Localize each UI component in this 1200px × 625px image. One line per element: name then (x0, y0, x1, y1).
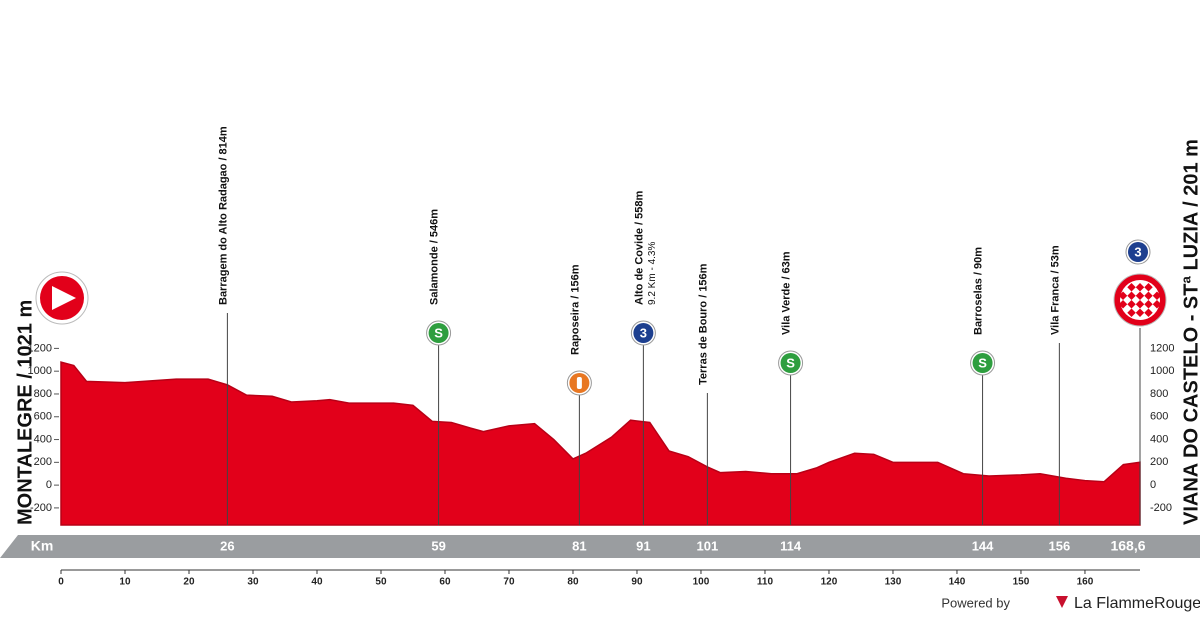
x-tick-label: 100 (693, 577, 710, 588)
sprint-icon (428, 323, 449, 343)
x-tick-label: 110 (757, 577, 774, 588)
y-tick-label-right: -200 (1150, 502, 1172, 514)
x-tick-label: 60 (439, 577, 451, 588)
x-tick-label: 90 (631, 577, 643, 588)
waypoint-name: Raposeira / 156m (569, 264, 581, 355)
x-tick-label: 70 (503, 577, 515, 588)
y-tick-label-right: 1200 (1150, 342, 1174, 354)
x-tick-label: 140 (949, 577, 966, 588)
brand-logo (1056, 596, 1068, 608)
checker (1127, 283, 1136, 292)
checker (1135, 283, 1145, 292)
waypoint-name: Barragem do Alto Radagao / 814m (217, 126, 229, 305)
km-marker: 101 (697, 538, 719, 553)
km-label: Km (31, 538, 54, 554)
y-tick-label-right: 600 (1150, 411, 1168, 423)
brand: La FlammeRouge (1074, 595, 1200, 612)
finish-icon (1113, 273, 1167, 327)
kom-icon (633, 323, 654, 343)
y-tick-label-right: 800 (1150, 388, 1168, 400)
waypoint-name: Salamonde / 546m (428, 209, 440, 305)
checker (1127, 300, 1136, 309)
km-marker: 91 (636, 538, 650, 553)
checker (1127, 291, 1136, 301)
elevation-area (60, 361, 1141, 526)
km-marker: 26 (220, 538, 234, 553)
kom-icon (1128, 242, 1148, 262)
x-tick-label: 0 (58, 577, 64, 588)
waypoint-detail: 9.2 Km - 4.3% (647, 242, 658, 305)
checker (1144, 300, 1153, 309)
y-tick-label: 1200 (28, 342, 52, 354)
bottle (576, 377, 582, 389)
y-tick-label-right: 0 (1150, 479, 1156, 491)
y-tick-label: -200 (30, 502, 52, 514)
start-label: MONTALEGRE / 1021 m (14, 300, 36, 525)
km-marker: 114 (780, 538, 802, 553)
x-tick-label: 30 (247, 577, 259, 588)
x-tick-label: 20 (183, 577, 195, 588)
icon-text: 3 (640, 325, 647, 340)
y-tick-label: 400 (34, 433, 52, 445)
sprint-icon (972, 353, 993, 373)
checker (1144, 291, 1153, 300)
x-tick-label: 120 (821, 577, 838, 588)
checker (1135, 308, 1145, 317)
icon-text: S (434, 325, 443, 340)
y-tick-label: 200 (34, 456, 52, 468)
y-tick-label: 0 (46, 479, 52, 491)
sprint-icon (780, 353, 801, 373)
waypoint-name: Vila Verde / 63m (780, 251, 792, 335)
checker (1127, 308, 1136, 317)
waypoint-name: Vila Franca / 53m (1049, 245, 1061, 335)
waypoint-name: Barroselas / 90m (972, 247, 984, 335)
y-tick-label: 600 (34, 411, 52, 423)
y-tick-label-right: 200 (1150, 456, 1168, 468)
x-tick-label: 80 (567, 577, 579, 588)
x-tick-label: 160 (1077, 577, 1094, 588)
icon-text: 3 (1134, 244, 1141, 259)
km-marker: 168,6 (1110, 538, 1145, 554)
waypoint-name: Alto de Covide / 558m (633, 190, 645, 305)
km-marker: 81 (572, 538, 586, 553)
km-marker: 156 (1049, 538, 1071, 553)
powered-by: Powered by (941, 595, 1010, 610)
y-tick-label: 1000 (28, 365, 52, 377)
checker (1144, 283, 1153, 292)
icon-text: S (978, 355, 987, 370)
finish-label: VIANA DO CASTELO - STª LUZIA / 201 m (1180, 139, 1200, 525)
km-marker: 59 (431, 538, 445, 553)
x-tick-label: 10 (119, 577, 131, 588)
x-tick-label: 40 (311, 577, 323, 588)
checker (1144, 308, 1153, 317)
x-tick-label: 150 (1013, 577, 1030, 588)
x-tick-label: 130 (885, 577, 902, 588)
km-band (0, 535, 1200, 558)
start-icon (52, 286, 76, 310)
y-tick-label: 800 (34, 388, 52, 400)
km-marker: 144 (972, 538, 994, 553)
x-tick-label: 50 (375, 577, 387, 588)
y-tick-label-right: 1000 (1150, 365, 1174, 377)
y-tick-label-right: 400 (1150, 433, 1168, 445)
waypoint-name: Terras de Bouro / 156m (697, 263, 709, 385)
icon-text: S (786, 355, 795, 370)
